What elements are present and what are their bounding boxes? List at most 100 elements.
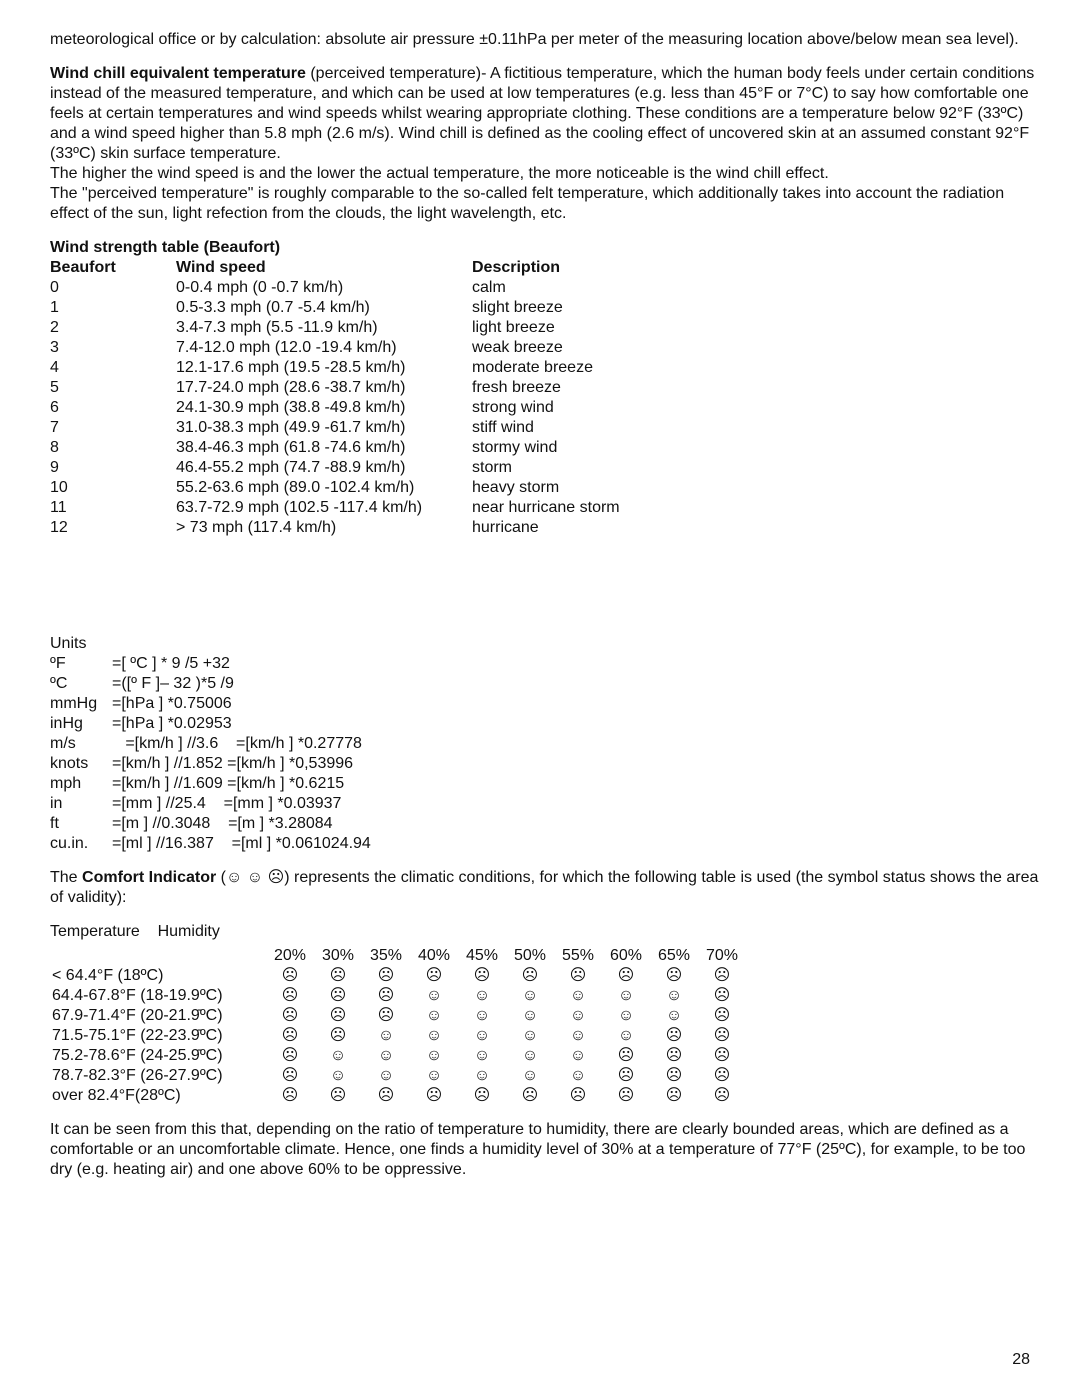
windchill-paragraph: Wind chill equivalent temperature (perce… bbox=[50, 64, 1042, 224]
face-icon: ☺ bbox=[458, 1046, 506, 1066]
face-icon: ☹ bbox=[458, 1086, 506, 1106]
face-icon: ☺ bbox=[410, 1026, 458, 1046]
table-row: ft=[m ] //0.3048 =[m ] *3.28084 bbox=[50, 814, 377, 834]
face-icon: ☹ bbox=[410, 966, 458, 986]
face-icon: ☹ bbox=[698, 986, 746, 1006]
face-icon: ☺ bbox=[314, 1066, 362, 1086]
comfort-header-row: 20% 30% 35% 40% 45% 50% 55% 60% 65% 70% bbox=[50, 946, 746, 966]
beaufort-table: Beaufort Wind speed Description 00-0.4 m… bbox=[50, 258, 626, 538]
face-icon: ☹ bbox=[410, 1086, 458, 1106]
face-icon: ☺ bbox=[602, 986, 650, 1006]
table-row: 64.4-67.8°F (18-19.9ºC)☹☹☹☺☺☺☺☺☺☹ bbox=[50, 986, 746, 1006]
face-icon: ☹ bbox=[698, 1066, 746, 1086]
face-icon: ☹ bbox=[266, 986, 314, 1006]
face-icon: ☺ bbox=[506, 1006, 554, 1026]
face-icon: ☺ bbox=[410, 986, 458, 1006]
face-icon: ☹ bbox=[698, 966, 746, 986]
face-icon: ☺ bbox=[554, 1026, 602, 1046]
table-row: 67.9-71.4°F (20-21.9̄ºC)☹☹☹☺☺☺☺☺☺☹ bbox=[50, 1006, 746, 1026]
comfort-table: 20% 30% 35% 40% 45% 50% 55% 60% 65% 70% … bbox=[50, 946, 746, 1106]
table-row: 517.7-24.0 mph (28.6 -38.7 km/h)fresh br… bbox=[50, 378, 626, 398]
table-row: inHg=[hPa ] *0.02953 bbox=[50, 714, 377, 734]
face-icon: ☺ bbox=[554, 986, 602, 1006]
face-icon: ☺ bbox=[602, 1026, 650, 1046]
face-icon: ☹ bbox=[554, 1086, 602, 1106]
closing-paragraph: It can be seen from this that, depending… bbox=[50, 1120, 1042, 1180]
face-icon: ☹ bbox=[698, 1086, 746, 1106]
face-icon: ☹ bbox=[266, 1086, 314, 1106]
face-icon: ☺ bbox=[362, 1046, 410, 1066]
beaufort-col-header: Description bbox=[472, 258, 626, 278]
face-icon: ☺ bbox=[362, 1066, 410, 1086]
table-row: mmHg=[hPa ] *0.75006 bbox=[50, 694, 377, 714]
table-row: 00-0.4 mph (0 -0.7 km/h)calm bbox=[50, 278, 626, 298]
beaufort-col-header: Beaufort bbox=[50, 258, 176, 278]
face-icon: ☹ bbox=[602, 966, 650, 986]
intro-paragraph: meteorological office or by calculation:… bbox=[50, 30, 1042, 50]
face-icon: ☹ bbox=[314, 986, 362, 1006]
face-icon: ☹ bbox=[602, 1046, 650, 1066]
face-icon: ☹ bbox=[266, 1006, 314, 1026]
face-icon: ☹ bbox=[362, 986, 410, 1006]
face-icon: ☹ bbox=[602, 1066, 650, 1086]
table-row: < 64.4°F (18ºC)☹☹☹☹☹☹☹☹☹☹ bbox=[50, 966, 746, 986]
table-row: 37.4-12.0 mph (12.0 -19.4 km/h)weak bree… bbox=[50, 338, 626, 358]
face-icon: ☹ bbox=[506, 1086, 554, 1106]
face-icon: ☹ bbox=[266, 1066, 314, 1086]
face-icon: ☹ bbox=[602, 1086, 650, 1106]
face-icon: ☹ bbox=[698, 1026, 746, 1046]
face-icon: ☹ bbox=[314, 1086, 362, 1106]
face-icon: ☹ bbox=[362, 966, 410, 986]
face-icon: ☹ bbox=[362, 1006, 410, 1026]
face-icon: ☺ bbox=[506, 1026, 554, 1046]
table-row: mph=[km/h ] //1.609 =[km/h ] *0.6215 bbox=[50, 774, 377, 794]
face-icon: ☺ bbox=[506, 1046, 554, 1066]
face-icon: ☹ bbox=[650, 1046, 698, 1066]
table-row: ºF=[ ºC ] * 9 /5 +32 bbox=[50, 654, 377, 674]
face-icon: ☹ bbox=[650, 966, 698, 986]
table-row: 23.4-7.3 mph (5.5 -11.9 km/h)light breez… bbox=[50, 318, 626, 338]
face-icon: ☺ bbox=[554, 1066, 602, 1086]
face-icon: ☺ bbox=[602, 1006, 650, 1026]
table-row: m/s =[km/h ] //3.6 =[km/h ] *0.27778 bbox=[50, 734, 377, 754]
face-icon: ☹ bbox=[362, 1086, 410, 1106]
comfort-intro-pre: The bbox=[50, 869, 82, 886]
face-icon: ☹ bbox=[266, 1026, 314, 1046]
face-icon: ☺ bbox=[410, 1046, 458, 1066]
beaufort-heading: Wind strength table (Beaufort) bbox=[50, 238, 1042, 258]
table-row: ºC=([º F ]– 32 )*5 /9 bbox=[50, 674, 377, 694]
face-icon: ☹ bbox=[698, 1046, 746, 1066]
table-row: 71.5-75.1°F (22-23.9̄ºC)☹☹☺☺☺☺☺☺☹☹ bbox=[50, 1026, 746, 1046]
table-row: 412.1-17.6 mph (19.5 -28.5 km/h)moderate… bbox=[50, 358, 626, 378]
table-row: 12> 73 mph (117.4 km/h)hurricane bbox=[50, 518, 626, 538]
table-row: 838.4-46.3 mph (61.8 -74.6 km/h)stormy w… bbox=[50, 438, 626, 458]
table-row: 78.7-82.3°F (26-27.9ºC)☹☺☺☺☺☺☺☹☹☹ bbox=[50, 1066, 746, 1086]
face-icon: ☺ bbox=[554, 1046, 602, 1066]
units-heading: Units bbox=[50, 634, 1042, 654]
face-icon: ☹ bbox=[554, 966, 602, 986]
face-icon: ☹ bbox=[650, 1026, 698, 1046]
beaufort-col-header: Wind speed bbox=[176, 258, 472, 278]
face-icon: ☺ bbox=[458, 1026, 506, 1046]
face-icon: ☹ bbox=[314, 966, 362, 986]
face-icon: ☺ bbox=[506, 1066, 554, 1086]
page-number: 28 bbox=[1012, 1350, 1030, 1370]
face-icon: ☹ bbox=[314, 1026, 362, 1046]
windchill-title: Wind chill equivalent temperature bbox=[50, 65, 306, 82]
face-icon: ☺ bbox=[506, 986, 554, 1006]
table-row: 946.4-55.2 mph (74.7 -88.9 km/h)storm bbox=[50, 458, 626, 478]
face-icon: ☹ bbox=[458, 966, 506, 986]
face-icon: ☺ bbox=[410, 1006, 458, 1026]
face-icon: ☺ bbox=[650, 986, 698, 1006]
face-icon: ☹ bbox=[266, 966, 314, 986]
face-icon: ☺ bbox=[410, 1066, 458, 1086]
face-icon: ☺ bbox=[650, 1006, 698, 1026]
face-icon: ☹ bbox=[698, 1006, 746, 1026]
face-icon: ☹ bbox=[650, 1086, 698, 1106]
units-table: ºF=[ ºC ] * 9 /5 +32 ºC=([º F ]– 32 )*5 … bbox=[50, 654, 377, 854]
table-row: in=[mm ] //25.4 =[mm ] *0.03937 bbox=[50, 794, 377, 814]
beaufort-header-row: Beaufort Wind speed Description bbox=[50, 258, 626, 278]
table-row: 624.1-30.9 mph (38.8 -49.8 km/h)strong w… bbox=[50, 398, 626, 418]
table-row: 1055.2-63.6 mph (89.0 -102.4 km/h)heavy … bbox=[50, 478, 626, 498]
table-row: 10.5-3.3 mph (0.7 -5.4 km/h)slight breez… bbox=[50, 298, 626, 318]
